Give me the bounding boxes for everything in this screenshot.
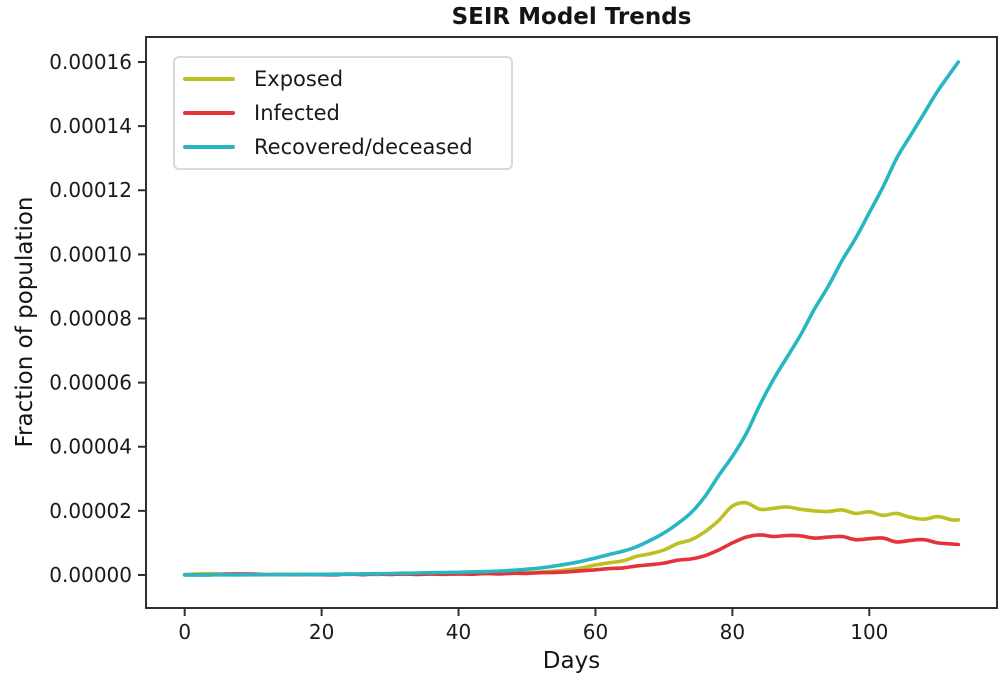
legend-label-infected: Infected	[254, 100, 340, 125]
y-tick-label: 0.00012	[49, 178, 132, 202]
y-tick-label: 0.00002	[49, 499, 132, 523]
legend-box: Exposed Infected Recovered/deceased	[173, 56, 513, 170]
x-tick-label: 80	[720, 620, 745, 644]
y-axis-label: Fraction of population	[12, 196, 38, 448]
series-line-recovered-deceased	[182, 60, 961, 577]
legend-label-recovered: Recovered/deceased	[254, 134, 473, 159]
y-tick-label: 0.00006	[49, 371, 132, 395]
x-tick-label: 0	[178, 620, 191, 644]
plot-border	[145, 36, 998, 609]
y-tick-label: 0.00004	[49, 435, 132, 459]
recovered-line-swatch-icon	[183, 144, 235, 150]
x-axis-label: Days	[542, 648, 601, 674]
infected-line-swatch-icon	[183, 110, 235, 116]
legend-item-exposed: Exposed	[175, 63, 511, 96]
x-tick-label: 40	[446, 620, 471, 644]
exposed-line-swatch-icon	[183, 76, 235, 82]
x-tick-label: 100	[850, 620, 888, 644]
y-tick-label: 0.00008	[49, 306, 132, 330]
chart-title: SEIR Model Trends	[451, 4, 692, 30]
y-tick-label: 0.00016	[49, 50, 132, 74]
y-tick-label: 0.00014	[49, 114, 132, 138]
legend-item-recovered: Recovered/deceased	[175, 131, 511, 164]
legend-item-infected: Infected	[175, 97, 511, 130]
x-tick-label: 20	[309, 620, 334, 644]
y-tick-label: 0.00010	[49, 242, 132, 266]
y-tick-label: 0.00000	[49, 563, 132, 587]
x-tick-label: 60	[583, 620, 608, 644]
legend-label-exposed: Exposed	[254, 66, 344, 91]
